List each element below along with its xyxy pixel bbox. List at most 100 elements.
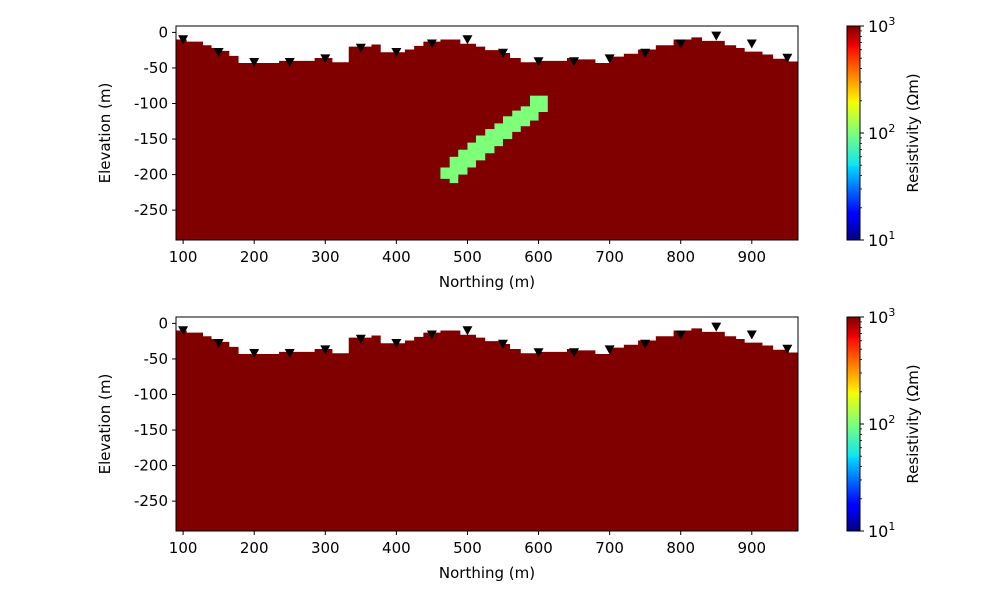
y-tick-label: 0 — [158, 23, 168, 41]
x-tick-label: 700 — [595, 248, 624, 266]
colorbar-tick-base: 10 — [868, 522, 888, 541]
receiver-marker — [391, 48, 402, 58]
y-axis-label: Elevation (m) — [96, 374, 114, 475]
colorbar-tick-base: 10 — [868, 231, 888, 250]
colorbar-tick-base: 10 — [868, 17, 888, 36]
y-axis-label: Elevation (m) — [96, 83, 114, 184]
receiver-marker — [178, 326, 189, 336]
anomaly-cell — [440, 167, 459, 179]
y-tick-label: -200 — [134, 457, 168, 475]
receiver-marker — [320, 345, 331, 355]
colorbar-tick-label: 103 — [868, 306, 895, 327]
receiver-marker — [711, 31, 722, 41]
y-tick-label: -150 — [134, 130, 168, 148]
receiver-marker — [462, 326, 473, 336]
y-tick-label: -150 — [134, 421, 168, 439]
y-tick-label: -200 — [134, 166, 168, 184]
bottom-panel: 100 200 300 400 500 600 700 800 900 0 -50 -100 -150 -… — [96, 306, 922, 582]
x-tick-label: 200 — [240, 539, 269, 557]
axes-frame — [175, 25, 799, 241]
y-tick-label: -250 — [134, 492, 168, 510]
receiver-marker — [782, 53, 793, 63]
receiver-marker — [320, 54, 331, 64]
receiver-marker — [497, 339, 508, 349]
receiver-marker — [604, 54, 615, 64]
x-tick-label: 800 — [666, 248, 695, 266]
x-tick-label: 100 — [169, 248, 198, 266]
colorbar-tick-exponent: 2 — [888, 122, 895, 135]
receiver-marker — [462, 35, 473, 45]
x-tick-label: 900 — [737, 248, 766, 266]
receiver-marker — [533, 348, 544, 358]
y-tick-label: 0 — [158, 314, 168, 332]
receiver-marker — [355, 43, 366, 53]
receiver-marker — [675, 39, 686, 49]
x-tick-label: 300 — [311, 248, 340, 266]
y-tick-label: -100 — [134, 385, 168, 403]
receiver-marker — [640, 48, 651, 58]
receiver-marker — [284, 348, 295, 358]
x-tick-label: 600 — [524, 248, 553, 266]
colorbar-tick-label: 102 — [868, 413, 895, 434]
x-tick-label: 100 — [169, 539, 198, 557]
x-tick-label: 600 — [524, 539, 553, 557]
colorbar-tick-base: 10 — [868, 415, 888, 434]
receiver-marker — [355, 334, 366, 344]
x-tick-label: 500 — [453, 539, 482, 557]
x-tick-label: 200 — [240, 248, 269, 266]
receiver-marker — [533, 57, 544, 67]
receiver-marker — [746, 39, 757, 49]
colorbar-tick-exponent: 1 — [888, 229, 895, 242]
receiver-marker — [497, 48, 508, 58]
receiver-marker — [178, 35, 189, 45]
colorbar-tick-label: 102 — [868, 122, 895, 143]
receiver-marker — [604, 345, 615, 355]
axes-frame — [175, 316, 799, 532]
model-background — [176, 328, 798, 531]
x-tick-label: 900 — [737, 539, 766, 557]
colorbar — [847, 26, 860, 240]
colorbar-label: Resistivity (Ωm) — [904, 364, 922, 483]
x-tick-label: 400 — [382, 539, 411, 557]
receiver-marker — [391, 339, 402, 349]
colorbar-tick-label: 103 — [868, 15, 895, 36]
receiver-marker — [426, 330, 437, 340]
colorbar-tick-label: 101 — [868, 520, 895, 541]
y-tick-label: -50 — [144, 59, 169, 77]
x-tick-label: 300 — [311, 539, 340, 557]
x-tick-label: 700 — [595, 539, 624, 557]
receiver-marker — [675, 330, 686, 340]
receiver-marker — [426, 39, 437, 49]
y-tick-label: -250 — [134, 201, 168, 219]
receiver-marker — [249, 57, 260, 67]
receiver-marker — [284, 57, 295, 67]
top-panel: 100 200 300 400 500 600 700 800 900 0 -50 -100 -150 -… — [96, 15, 922, 291]
receiver-marker — [782, 344, 793, 354]
receiver-marker — [213, 48, 224, 58]
colorbar-tick-exponent: 3 — [888, 306, 895, 319]
x-axis-label: Northing (m) — [439, 564, 535, 582]
y-tick-label: -50 — [144, 350, 169, 368]
colorbar-tick-base: 10 — [868, 308, 888, 327]
colorbar-tick-exponent: 1 — [888, 520, 895, 533]
y-tick-label: -100 — [134, 94, 168, 112]
receiver-marker — [213, 339, 224, 349]
anomaly-cell — [449, 174, 459, 184]
x-tick-label: 400 — [382, 248, 411, 266]
x-axis-label: Northing (m) — [439, 273, 535, 291]
colorbar-tick-label: 101 — [868, 229, 895, 250]
receiver-marker — [569, 57, 580, 67]
receiver-marker — [640, 339, 651, 349]
receiver-marker — [746, 330, 757, 340]
colorbar — [847, 317, 860, 531]
colorbar-tick-exponent: 3 — [888, 15, 895, 28]
x-tick-label: 800 — [666, 539, 695, 557]
colorbar-tick-exponent: 2 — [888, 413, 895, 426]
x-tick-label: 500 — [453, 248, 482, 266]
receiver-marker — [249, 348, 260, 358]
colorbar-label: Resistivity (Ωm) — [904, 73, 922, 192]
receiver-marker — [569, 348, 580, 358]
colorbar-tick-base: 10 — [868, 124, 888, 143]
receiver-marker — [711, 322, 722, 332]
